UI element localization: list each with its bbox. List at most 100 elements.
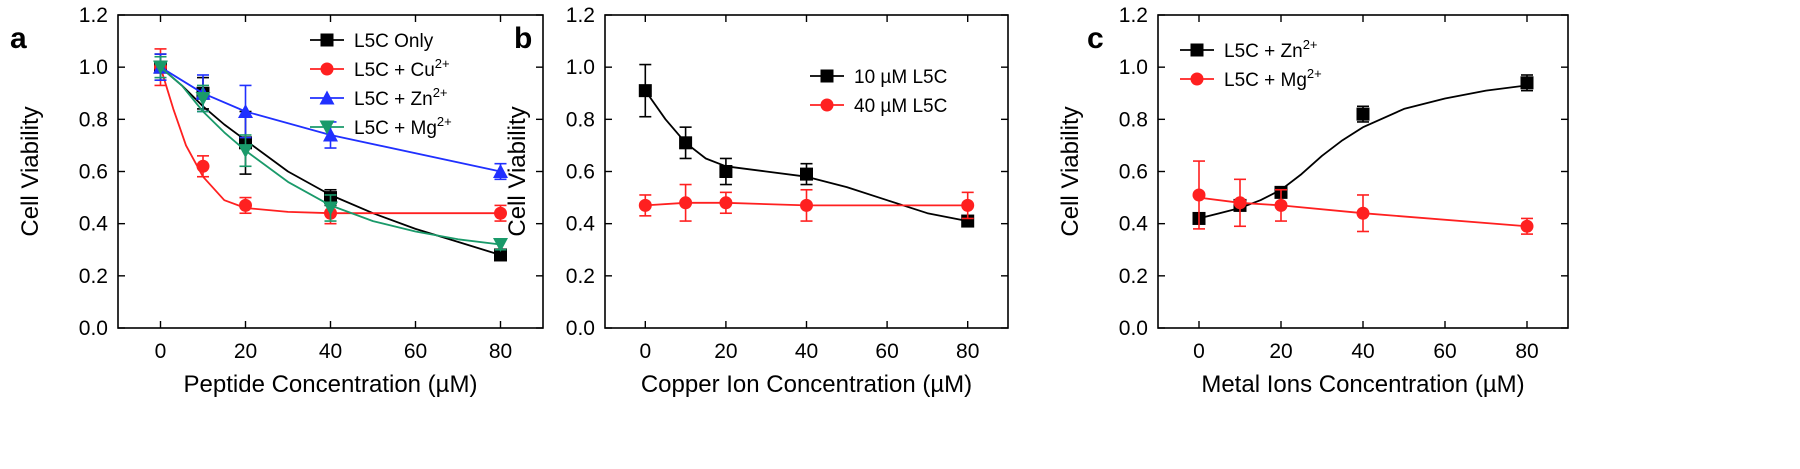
y-tick-label: 1.2 xyxy=(1119,4,1148,27)
legend-marker xyxy=(320,33,334,47)
x-axis-title: Metal Ions Concentration (µM) xyxy=(1201,371,1524,398)
legend-label: L5C + Cu2+ xyxy=(354,56,450,81)
data-point xyxy=(195,91,211,106)
x-tick-label: 40 xyxy=(1351,340,1374,363)
plot-frame xyxy=(1157,14,1569,329)
legend-label: 10 µM L5C xyxy=(854,67,947,88)
data-point xyxy=(239,198,252,212)
x-tick-label: 60 xyxy=(1433,340,1456,363)
data-point xyxy=(323,127,338,142)
y-tick-label: 1.0 xyxy=(1119,56,1148,79)
legend-label: L5C Only xyxy=(354,31,434,52)
y-tick-label: 0.6 xyxy=(1119,161,1148,184)
y-tick-label: 0.4 xyxy=(566,213,596,236)
series-1 xyxy=(154,48,507,225)
y-tick-label: 1.0 xyxy=(79,56,108,79)
data-point xyxy=(323,201,338,216)
y-tick-label: 0.2 xyxy=(79,265,108,288)
data-point xyxy=(719,165,733,178)
legend-label: L5C + Zn2+ xyxy=(1224,37,1318,62)
data-point xyxy=(494,248,507,262)
data-point xyxy=(493,238,508,253)
data-point xyxy=(1233,196,1247,210)
x-tick-label: 60 xyxy=(875,340,898,363)
legend-label: 40 µM L5C xyxy=(854,96,947,117)
data-point xyxy=(238,144,253,159)
legend-marker xyxy=(319,90,335,105)
x-tick-label: 20 xyxy=(714,340,737,363)
data-point xyxy=(1520,76,1534,90)
legend-marker xyxy=(320,62,334,76)
legend: L5C + Zn2+ L5C + Mg2+ xyxy=(1180,37,1322,91)
data-point xyxy=(719,196,733,210)
panel-letter: b xyxy=(514,22,532,55)
y-tick-label: 1.0 xyxy=(566,56,595,79)
data-point xyxy=(196,159,210,173)
y-tick-label: 0.0 xyxy=(79,317,108,340)
data-point xyxy=(1520,219,1534,233)
data-point xyxy=(679,196,693,210)
x-tick-label: 60 xyxy=(404,340,427,363)
data-point xyxy=(800,198,813,212)
series-line xyxy=(159,66,501,246)
x-tick-label: 0 xyxy=(1193,340,1205,363)
plot-frame xyxy=(117,14,544,329)
y-tick-label: 0.4 xyxy=(1119,213,1149,236)
y-tick-label: 0.6 xyxy=(566,161,595,184)
data-point xyxy=(638,84,652,98)
x-tick-label: 40 xyxy=(319,340,342,363)
x-tick-label: 0 xyxy=(155,340,167,363)
legend: L5C Only L5C + Cu2+ L5C + Zn2+ L5C + Mg2+ xyxy=(310,31,452,139)
data-point xyxy=(1356,206,1370,220)
y-tick-label: 0.0 xyxy=(1119,317,1148,340)
x-tick-label: 80 xyxy=(489,340,512,363)
x-tick-label: 40 xyxy=(795,340,818,363)
data-point xyxy=(238,104,253,119)
x-tick-label: 20 xyxy=(1269,340,1292,363)
panel-letter: a xyxy=(10,22,27,55)
data-point xyxy=(638,198,652,212)
legend-marker xyxy=(1190,43,1204,57)
y-tick-label: 0.2 xyxy=(566,265,595,288)
legend-marker xyxy=(1190,72,1204,86)
legend-marker xyxy=(820,98,834,112)
y-axis-title: Cell Viability xyxy=(1057,106,1084,236)
y-tick-label: 1.2 xyxy=(566,4,595,27)
chart-panel-c: c 0.0 0.2 0.4 0.6 0.8 1.0 1.2 0 20 40 60 80 Metal Ion… xyxy=(1057,4,1569,398)
series-1 xyxy=(1192,160,1534,235)
data-point xyxy=(961,198,975,212)
x-axis-title: Copper Ion Concentration (µM) xyxy=(641,371,972,398)
data-point xyxy=(493,164,508,178)
x-tick-label: 80 xyxy=(1515,340,1538,363)
y-tick-label: 0.8 xyxy=(79,108,108,131)
y-tick-label: 0.8 xyxy=(1119,108,1148,131)
legend: 10 µM L5C 40 µM L5C xyxy=(810,67,947,117)
data-point xyxy=(1192,188,1206,202)
data-point xyxy=(800,167,813,181)
x-tick-label: 20 xyxy=(234,340,257,363)
y-tick-label: 0.4 xyxy=(79,213,109,236)
y-tick-label: 0.8 xyxy=(566,108,595,131)
y-axis-title: Cell Viability xyxy=(17,106,44,236)
y-tick-label: 0.2 xyxy=(1119,265,1148,288)
legend-label: L5C + Zn2+ xyxy=(354,85,448,110)
data-point xyxy=(1356,107,1370,121)
chart-panel-a: a 0.0 0.2 0.4 0.6 0.8 1.0 1.2 0 20 40 60 80 Peptide C… xyxy=(10,4,544,398)
x-tick-label: 0 xyxy=(639,340,651,363)
y-tick-label: 0.6 xyxy=(79,161,108,184)
data-point xyxy=(494,206,507,220)
data-point xyxy=(1274,198,1288,212)
series-1 xyxy=(638,183,975,222)
y-axis-title: Cell Viability xyxy=(504,106,531,236)
y-tick-label: 1.2 xyxy=(79,4,108,27)
y-tick-label: 0.0 xyxy=(566,317,595,340)
panel-letter: c xyxy=(1087,22,1104,55)
data-point xyxy=(679,136,693,150)
legend-marker xyxy=(820,69,834,83)
x-axis-title: Peptide Concentration (µM) xyxy=(184,371,478,398)
series-line xyxy=(159,66,501,215)
x-tick-label: 80 xyxy=(956,340,979,363)
chart-panel-b: b 0.0 0.2 0.4 0.6 0.8 1.0 1.2 0 20 40 60 80 Copper Io… xyxy=(504,4,1009,398)
legend-label: L5C + Mg2+ xyxy=(1224,66,1322,91)
